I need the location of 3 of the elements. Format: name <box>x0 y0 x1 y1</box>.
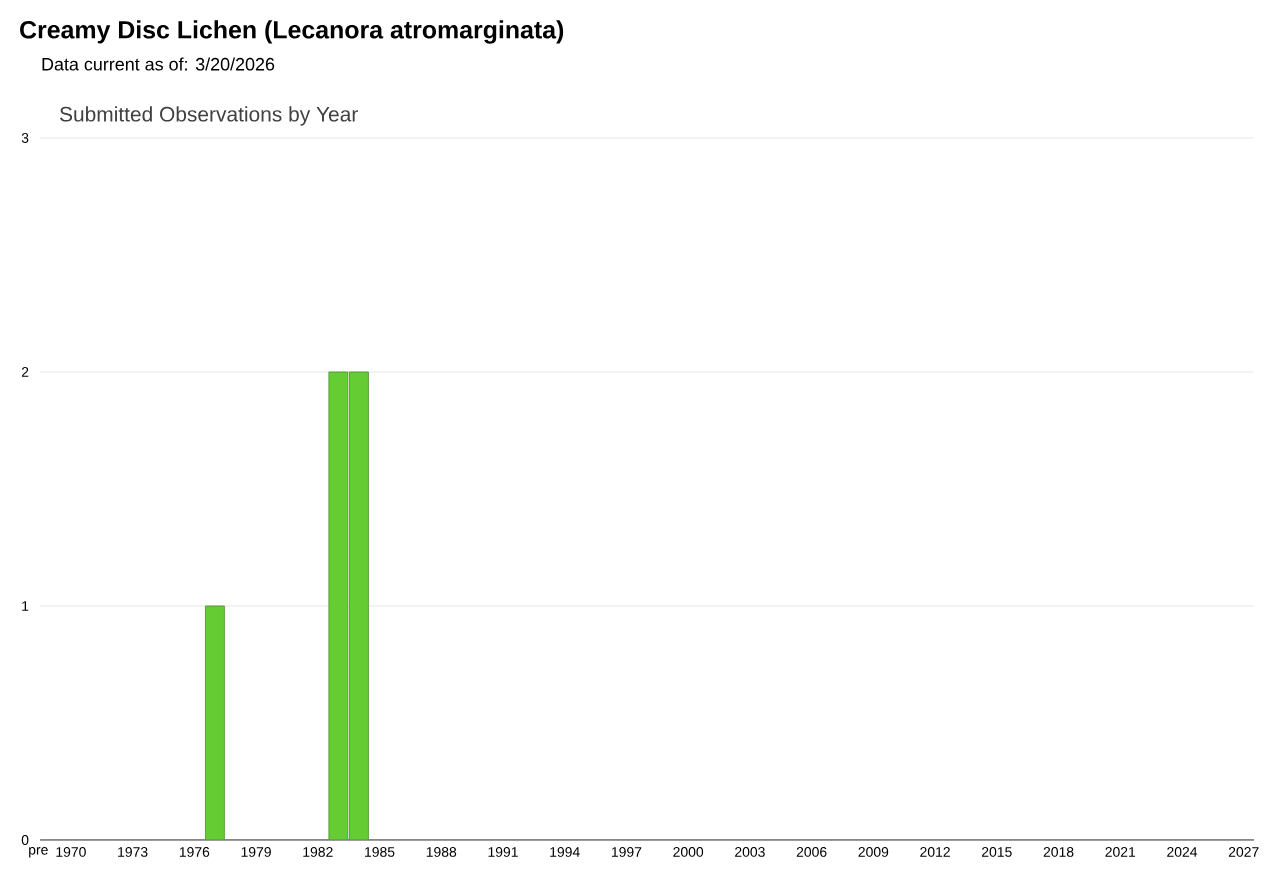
text: Submitted Observations by Year <box>59 106 358 126</box>
chart-title: Creamy Disc Lichen (Lecanora atromarginata) <box>20 20 564 44</box>
chart-subtitle: Data current as of: 3/20/2026 <box>42 57 275 71</box>
